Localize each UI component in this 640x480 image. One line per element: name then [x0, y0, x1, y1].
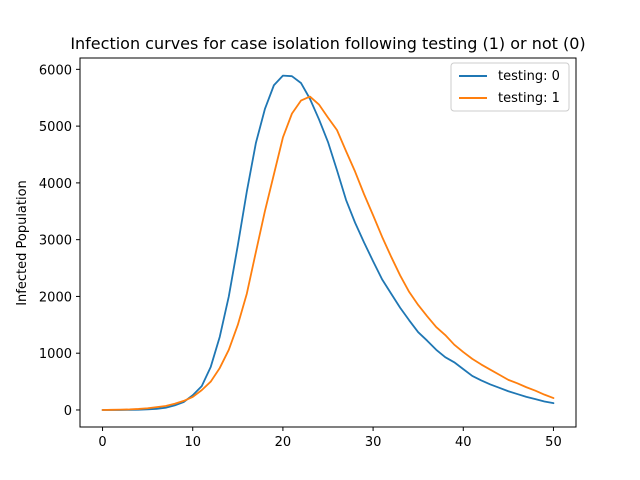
x-tick-label: 30 — [365, 435, 382, 450]
series-line-testing-0 — [101, 74, 555, 411]
plot-area — [80, 58, 576, 427]
chart-title: Infection curves for case isolation foll… — [70, 34, 585, 53]
x-tick-label: 40 — [455, 435, 472, 450]
y-axis-label: Infected Population — [15, 180, 30, 306]
y-tick-label: 4000 — [39, 177, 72, 192]
x-tick-label: 10 — [184, 435, 201, 450]
series-layer — [101, 74, 555, 411]
series-line-testing-1 — [101, 95, 555, 411]
plot-frame — [79, 57, 577, 428]
x-tick-label: 20 — [275, 435, 292, 450]
y-tick-label: 2000 — [39, 290, 72, 305]
legend-label-testing-1: testing: 1 — [498, 91, 560, 106]
y-tick-label: 0 — [64, 404, 72, 419]
y-tick-label: 3000 — [39, 234, 72, 249]
legend: testing: 0 testing: 1 — [450, 62, 570, 112]
x-tick-label: 50 — [545, 435, 562, 450]
x-axis: 0 10 20 30 40 50 — [98, 427, 562, 450]
legend-label-testing-0: testing: 0 — [498, 69, 560, 84]
y-tick-label: 5000 — [39, 120, 72, 135]
y-tick-label: 1000 — [39, 347, 72, 362]
y-tick-label: 6000 — [39, 63, 72, 78]
x-tick-label: 0 — [98, 435, 106, 450]
y-axis: 0 1000 2000 3000 4000 5000 6000 — [39, 63, 80, 419]
